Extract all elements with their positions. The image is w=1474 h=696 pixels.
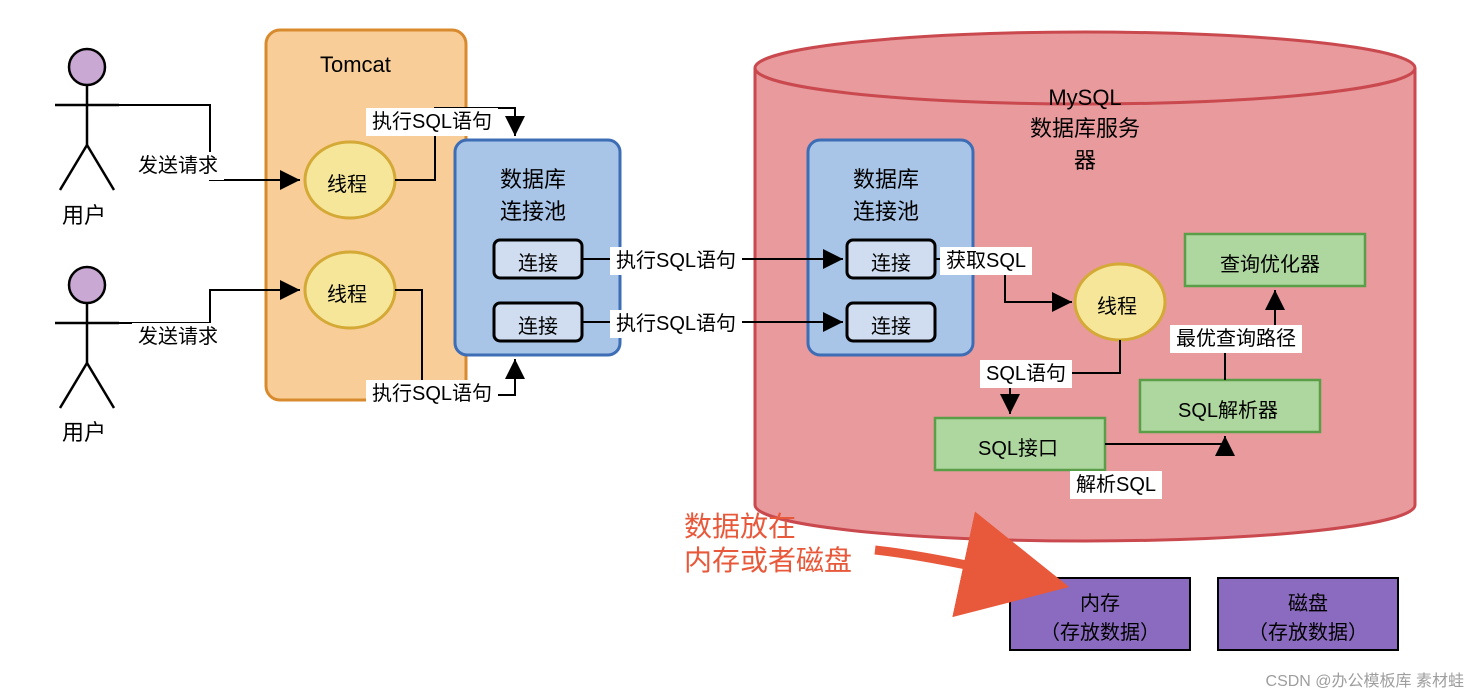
- annotation-text: 数据放在 内存或者磁盘: [684, 510, 852, 577]
- user-2-label: 用户: [62, 415, 106, 447]
- exec-sql-mid2: 执行SQL语句: [610, 310, 742, 338]
- disk-label: 磁盘 （存放数据）: [1218, 587, 1398, 645]
- user-1-icon: [55, 49, 119, 190]
- watermark: CSDN @办公模板库 素材蛙: [1266, 667, 1464, 691]
- memory-label: 内存 （存放数据）: [1010, 587, 1190, 645]
- sql-parser-label: SQL解析器: [1178, 394, 1278, 423]
- sql-interface-label: SQL接口: [978, 432, 1058, 461]
- sql-stmt-label: SQL语句: [980, 360, 1072, 388]
- mysql-conn-1-label: 连接: [871, 247, 911, 276]
- user-1-label: 用户: [62, 198, 106, 230]
- user-2-icon: [55, 267, 119, 408]
- mysql-title: MySQL 数据库服务器: [1020, 85, 1150, 175]
- exec-sql-top: 执行SQL语句: [366, 108, 498, 136]
- get-sql-label: 获取SQL: [940, 247, 1032, 275]
- thread-1-label: 线程: [327, 168, 367, 197]
- mysql-thread-label: 线程: [1097, 290, 1137, 319]
- tomcat-conn-1-label: 连接: [518, 247, 558, 276]
- optimizer-label: 查询优化器: [1220, 248, 1320, 277]
- send-request-1: 发送请求: [132, 152, 224, 180]
- thread-2-label: 线程: [327, 278, 367, 307]
- parse-sql-label: 解析SQL: [1070, 471, 1162, 499]
- tomcat-pool-title: 数据库 连接池: [500, 162, 566, 226]
- send-request-2: 发送请求: [132, 323, 224, 351]
- exec-sql-bottom: 执行SQL语句: [366, 380, 498, 408]
- mysql-conn-2-label: 连接: [871, 310, 911, 339]
- best-path-label: 最优查询路径: [1170, 325, 1302, 353]
- mysql-pool-title: 数据库 连接池: [853, 162, 919, 226]
- tomcat-title: Tomcat: [320, 52, 391, 78]
- tomcat-conn-2-label: 连接: [518, 310, 558, 339]
- exec-sql-mid1: 执行SQL语句: [610, 247, 742, 275]
